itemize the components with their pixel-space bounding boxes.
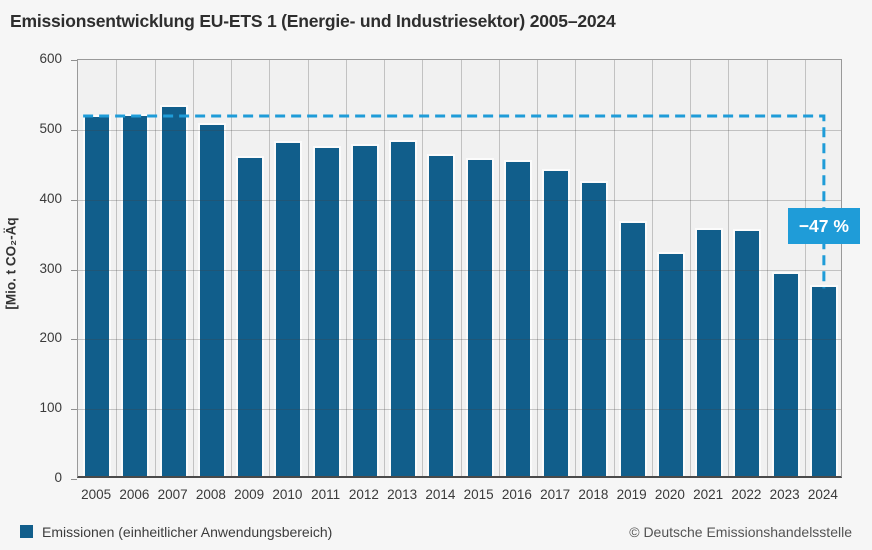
- annotation-badge: −47 %: [787, 208, 860, 245]
- y-tick-label: 500: [39, 120, 62, 136]
- y-axis-tick-labels: 0 100 200 300 400 500 600: [0, 51, 62, 485]
- bar-2012: [350, 144, 379, 476]
- y-tick-label: 400: [39, 190, 62, 206]
- gridline-v: [690, 60, 691, 476]
- bar-2023: [771, 272, 800, 476]
- plot-area: −47 %: [71, 59, 860, 480]
- gridline-v: [116, 60, 118, 476]
- y-tick-mark: [71, 60, 77, 61]
- bar-2005: [83, 114, 112, 476]
- x-tick-label: 2020: [654, 487, 685, 502]
- x-axis-tick-labels: 2005 2006 2007 2008 2009 2010 2011 2012 2013 2014…: [77, 487, 842, 505]
- x-tick-label: 2006: [119, 487, 150, 502]
- y-tick-label: 600: [39, 51, 62, 66]
- bar-2007: [159, 105, 188, 476]
- gridline-h: [78, 339, 841, 341]
- x-tick-label: 2013: [387, 487, 418, 502]
- gridline-h: [78, 129, 841, 131]
- gridline-h: [78, 409, 841, 411]
- gridline-v: [269, 60, 271, 476]
- gridline-v: [575, 60, 577, 476]
- bar-2024: [809, 285, 838, 476]
- x-tick-label: 2015: [463, 487, 494, 502]
- gridline-v: [498, 60, 500, 476]
- x-tick-label: 2023: [769, 487, 800, 502]
- gridline-v: [537, 60, 538, 476]
- x-tick-label: 2022: [731, 487, 762, 502]
- x-tick-label: 2019: [616, 487, 647, 502]
- x-tick-label: 2017: [540, 487, 571, 502]
- bar-2006: [121, 114, 150, 476]
- legend-label: Emissionen (einheitlicher Anwendungsbere…: [42, 524, 333, 540]
- x-tick-label: 2010: [272, 487, 303, 502]
- annotation-label: −47 %: [798, 216, 849, 237]
- bar-2011: [312, 145, 341, 476]
- x-tick-label: 2014: [425, 487, 456, 502]
- x-tick-label: 2007: [157, 487, 188, 502]
- gridline-v: [345, 60, 347, 476]
- bar-2009: [236, 156, 265, 476]
- gridline-h: [78, 269, 841, 271]
- bar-2008: [197, 123, 226, 476]
- bar-2014: [427, 154, 456, 476]
- bar-2017: [542, 168, 571, 476]
- bar-2022: [733, 228, 762, 476]
- bar-2013: [389, 140, 418, 476]
- legend-marker-swatch: [20, 525, 33, 538]
- copyright-text: © Deutsche Emissionshandelsstelle: [629, 524, 852, 540]
- gridline-v: [422, 60, 424, 476]
- y-tick-mark: [71, 269, 77, 271]
- gridline-v: [728, 60, 730, 476]
- x-tick-label: 2018: [578, 487, 609, 502]
- x-tick-label: 2005: [81, 487, 112, 502]
- gridline-h: [78, 199, 841, 201]
- y-tick-label: 100: [39, 400, 62, 416]
- x-tick-label: 2016: [501, 487, 532, 502]
- y-tick-label: 300: [39, 260, 62, 276]
- y-tick-mark: [71, 339, 77, 341]
- bar-2016: [503, 159, 532, 476]
- bar-2018: [580, 180, 609, 476]
- bar-2020: [656, 251, 685, 476]
- y-tick-label: 200: [39, 330, 62, 346]
- gridline-v: [384, 60, 385, 476]
- bar-2019: [618, 221, 647, 476]
- y-tick-mark: [71, 479, 77, 480]
- bar-2015: [465, 157, 494, 476]
- bar-2021: [695, 228, 724, 476]
- gridline-v: [766, 60, 768, 476]
- gridline-v: [307, 60, 309, 476]
- gridline-v: [154, 60, 156, 476]
- chart-title: Emissionsentwicklung EU-ETS 1 (Energie- …: [10, 11, 616, 31]
- y-tick-mark: [71, 199, 77, 201]
- x-tick-label: 2012: [348, 487, 379, 502]
- x-tick-label: 2011: [311, 487, 341, 502]
- gridline-v: [804, 60, 806, 476]
- y-tick-label: 0: [54, 470, 62, 485]
- bar-2010: [274, 140, 303, 476]
- x-tick-label: 2021: [693, 487, 724, 502]
- gridline-v: [460, 60, 462, 476]
- gridline-v: [192, 60, 194, 476]
- gridline-v: [231, 60, 232, 476]
- x-tick-label: 2008: [195, 487, 226, 502]
- x-tick-label: 2024: [807, 487, 838, 502]
- x-tick-label: 2009: [234, 487, 265, 502]
- y-tick-mark: [71, 129, 77, 131]
- y-tick-mark: [71, 409, 77, 411]
- gridline-v: [613, 60, 615, 476]
- gridline-v: [651, 60, 653, 476]
